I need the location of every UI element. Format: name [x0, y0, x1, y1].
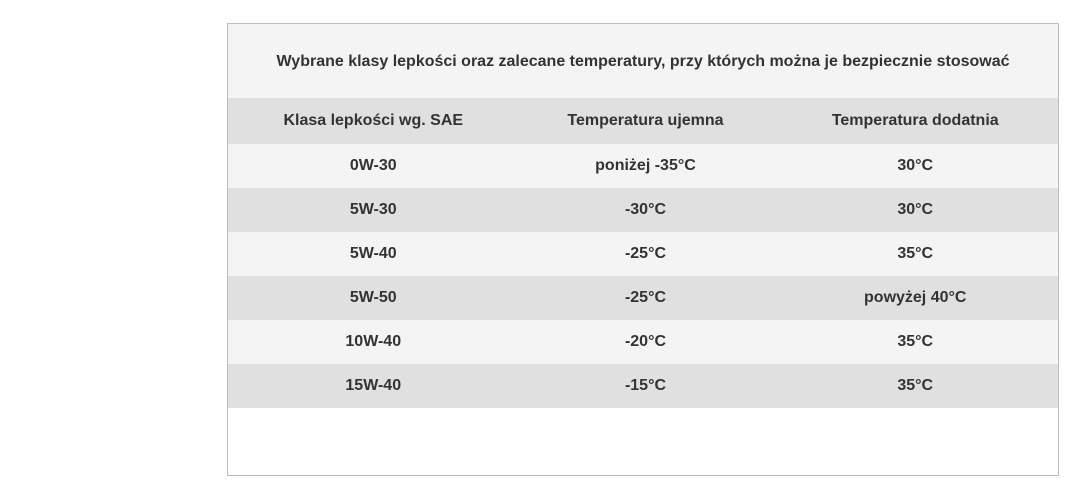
- col-header-sae-class: Klasa lepkości wg. SAE: [283, 112, 464, 129]
- table-title: Wybrane klasy lepkości oraz zalecane tem…: [228, 24, 1058, 98]
- cell-negative-temperature: -15°C: [624, 377, 667, 394]
- cell-sae-class: 10W-40: [345, 333, 402, 350]
- col-header-negative-temperature: Temperatura ujemna: [567, 112, 724, 129]
- cell-positive-temperature: 35°C: [897, 333, 934, 350]
- cell-positive-temperature: 30°C: [897, 201, 934, 218]
- table-row: 10W-40 -20°C 35°C: [228, 320, 1058, 364]
- table-body: 0W-30 poniżej -35°C 30°C 5W-30 -30°C 30°…: [228, 144, 1058, 408]
- table-row: 5W-40 -25°C 35°C: [228, 232, 1058, 276]
- cell-sae-class: 5W-30: [349, 201, 397, 218]
- viscosity-table: Klasa lepkości wg. SAE Temperatura ujemn…: [228, 98, 1058, 408]
- col-header-positive-temperature: Temperatura dodatnia: [831, 112, 999, 129]
- cell-negative-temperature: -25°C: [624, 245, 667, 262]
- table-row: 5W-50 -25°C powyżej 40°C: [228, 276, 1058, 320]
- cell-sae-class: 5W-40: [349, 245, 397, 262]
- table-row: 15W-40 -15°C 35°C: [228, 364, 1058, 408]
- cell-negative-temperature: poniżej -35°C: [595, 157, 696, 174]
- cell-negative-temperature: -20°C: [624, 333, 667, 350]
- cell-sae-class: 15W-40: [345, 377, 402, 394]
- table-row: 0W-30 poniżej -35°C 30°C: [228, 144, 1058, 188]
- cell-positive-temperature: 35°C: [897, 245, 934, 262]
- cell-positive-temperature: 35°C: [897, 377, 934, 394]
- viscosity-table-panel: Wybrane klasy lepkości oraz zalecane tem…: [227, 23, 1059, 476]
- cell-sae-class: 0W-30: [349, 157, 397, 174]
- table-row: 5W-30 -30°C 30°C: [228, 188, 1058, 232]
- table-header-row: Klasa lepkości wg. SAE Temperatura ujemn…: [228, 98, 1058, 144]
- cell-sae-class: 5W-50: [349, 289, 397, 306]
- cell-negative-temperature: -30°C: [624, 201, 667, 218]
- cell-negative-temperature: -25°C: [624, 289, 667, 306]
- cell-positive-temperature: 30°C: [897, 157, 934, 174]
- cell-positive-temperature: powyżej 40°C: [864, 289, 967, 306]
